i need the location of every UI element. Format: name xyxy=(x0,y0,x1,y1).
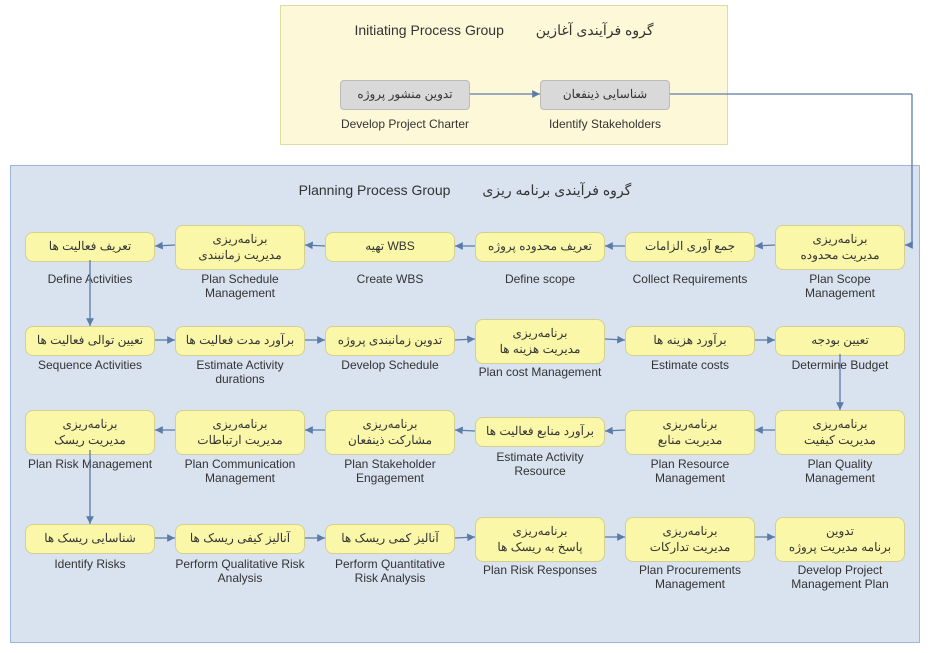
node-charter: تدوین منشور پروژه xyxy=(340,80,470,110)
node-risk-resp: برنامه‌ریزیپاسخ به ریسک ها xyxy=(475,517,605,562)
caption-define-scope: Define scope xyxy=(475,272,605,286)
caption-stakeholders: Identify Stakeholders xyxy=(540,117,670,131)
node-plan-quality: برنامه‌ریزیمدیریت کیفیت xyxy=(775,410,905,455)
node-dev-sched: تدوین زمانبندی پروژه xyxy=(325,326,455,356)
caption-det-budget: Determine Budget xyxy=(775,358,905,372)
node-seq-act: تعیین توالی فعالیت ها xyxy=(25,326,155,356)
caption-plan-cost: Plan cost Management xyxy=(475,365,605,379)
caption-plan-quality: Plan Quality Management xyxy=(775,457,905,486)
caption-plan-proc: Plan Procurements Management xyxy=(625,563,755,592)
caption-risk-resp: Plan Risk Responses xyxy=(475,563,605,577)
caption-collect-req: Collect Requirements xyxy=(625,272,755,286)
node-collect-req: جمع آوری الزامات xyxy=(625,232,755,262)
caption-plan-resource: Plan Resource Management xyxy=(625,457,755,486)
caption-plan-schedule: Plan Schedule Management xyxy=(175,272,305,301)
caption-charter: Develop Project Charter xyxy=(340,117,470,131)
node-est-res: برآورد منابع فعالیت ها xyxy=(475,417,605,447)
caption-qual-risk: Perform Qualitative Risk Analysis xyxy=(175,557,305,586)
node-est-dur: برآورد مدت فعالیت ها xyxy=(175,326,305,356)
caption-est-res: Estimate Activity Resource xyxy=(475,450,605,479)
caption-define-act: Define Activities xyxy=(25,272,155,286)
caption-dev-pmp: Develop Project Management Plan xyxy=(775,563,905,592)
caption-est-cost: Estimate costs xyxy=(625,358,755,372)
node-define-act: تعریف فعالیت ها xyxy=(25,232,155,262)
initiating-title: Initiating Process Group گروه فرآیندی آغ… xyxy=(291,22,717,39)
node-det-budget: تعیین بودجه xyxy=(775,326,905,356)
caption-quant-risk: Perform Quantitative Risk Analysis xyxy=(325,557,455,586)
node-plan-stake: برنامه‌ریزیمشارکت ذینفعان xyxy=(325,410,455,455)
node-plan-scope: برنامه‌ریزیمدیریت محدوده xyxy=(775,225,905,270)
node-create-wbs: تهیه WBS xyxy=(325,232,455,262)
caption-seq-act: Sequence Activities xyxy=(25,358,155,372)
caption-id-risks: Identify Risks xyxy=(25,557,155,571)
node-qual-risk: آنالیز کیفی ریسک ها xyxy=(175,524,305,554)
node-stakeholders: شناسایی ذینفعان xyxy=(540,80,670,110)
node-define-scope: تعریف محدوده پروژه xyxy=(475,232,605,262)
caption-plan-comm: Plan Communication Management xyxy=(175,457,305,486)
node-plan-proc: برنامه‌ریزیمدیریت تدارکات xyxy=(625,517,755,562)
planning-title-fa: گروه فرآیندی برنامه ریزی xyxy=(482,182,631,198)
node-quant-risk: آنالیز کمی ریسک ها xyxy=(325,524,455,554)
caption-plan-scope: Plan Scope Management xyxy=(775,272,905,301)
node-id-risks: شناسایی ریسک ها xyxy=(25,524,155,554)
caption-dev-sched: Develop Schedule xyxy=(325,358,455,372)
planning-title: Planning Process Group گروه فرآیندی برنا… xyxy=(21,182,909,199)
node-est-cost: برآورد هزینه ها xyxy=(625,326,755,356)
node-plan-schedule: برنامه‌ریزیمدیریت زمانبندی xyxy=(175,225,305,270)
node-plan-risk: برنامه‌ریزیمدیریت ریسک xyxy=(25,410,155,455)
initiating-title-en: Initiating Process Group xyxy=(354,22,503,38)
caption-est-dur: Estimate Activity durations xyxy=(175,358,305,387)
node-plan-resource: برنامه‌ریزیمدیریت منابع xyxy=(625,410,755,455)
caption-create-wbs: Create WBS xyxy=(325,272,455,286)
initiating-title-fa: گروه فرآیندی آغازین xyxy=(536,22,654,38)
caption-plan-stake: Plan Stakeholder Engagement xyxy=(325,457,455,486)
node-plan-comm: برنامه‌ریزیمدیریت ارتباطات xyxy=(175,410,305,455)
caption-plan-risk: Plan Risk Management xyxy=(25,457,155,471)
node-plan-cost: برنامه‌ریزیمدیریت هزینه ها xyxy=(475,319,605,364)
planning-title-en: Planning Process Group xyxy=(299,182,451,198)
node-dev-pmp: تدوینبرنامه مدیریت پروژه xyxy=(775,517,905,562)
